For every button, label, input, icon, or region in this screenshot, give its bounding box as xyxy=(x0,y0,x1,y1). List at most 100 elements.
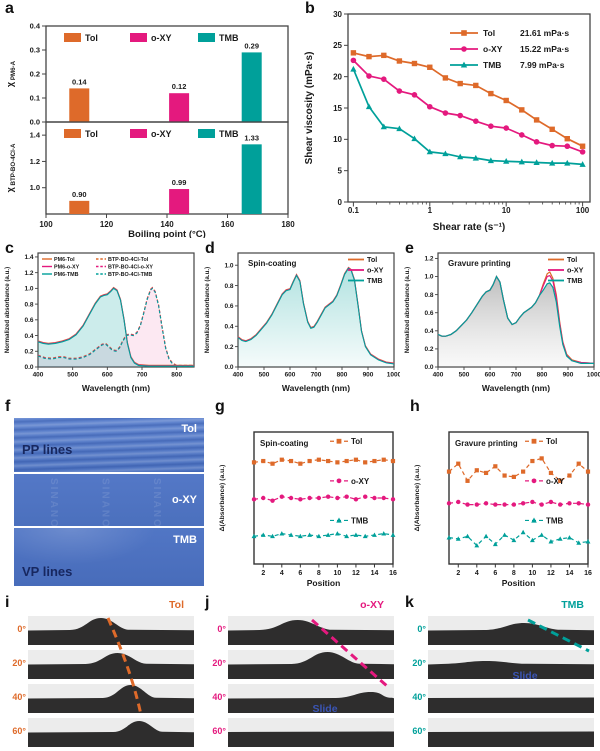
svg-text:0.2: 0.2 xyxy=(24,348,33,355)
svg-text:6: 6 xyxy=(493,570,497,577)
legend-BTP-BO-4Cl-TMB: BTP-BO-4Cl-TMB xyxy=(108,272,152,278)
curve-tmb xyxy=(37,287,194,367)
droplet-silhouette xyxy=(228,731,394,747)
legend-BTP-BO-4Cl-o-XY: BTP-BO-4Cl-o-XY xyxy=(108,265,153,271)
svg-text:o-XY: o-XY xyxy=(483,44,503,54)
annotation-h: Gravure printing xyxy=(455,439,518,448)
svg-text:0.2: 0.2 xyxy=(30,70,40,79)
svg-text:16: 16 xyxy=(389,570,397,577)
legend-swatch-o-XY xyxy=(130,33,147,42)
svg-text:o-XY: o-XY xyxy=(351,477,370,486)
svg-text:1.0: 1.0 xyxy=(424,274,433,281)
droplet-photo-k-60° xyxy=(428,718,594,747)
boiling-point-bar-chart: 0.0 0.1 0.2 0.3 0.4 Tol o-XY TMB 0.14 0.12 0.29 χ P… xyxy=(5,22,295,239)
annotation-g: Spin-coating xyxy=(260,439,309,448)
svg-text:0.0: 0.0 xyxy=(224,364,233,371)
spin-coating-spectra-chart: 400 500 600 700 800 900 1000 0.0 0.2 0.4 0.6 0.8 1.0… xyxy=(204,252,400,393)
svg-text:500: 500 xyxy=(67,372,78,379)
svg-text:30: 30 xyxy=(333,10,342,19)
bar-Tol xyxy=(69,200,90,214)
legend-o-XY: o-XY xyxy=(367,266,384,275)
svg-text:0.1: 0.1 xyxy=(348,206,360,215)
panel-e-gravure-spectra: e 400 500 600 700 800 900 1000 0.0 0.2 0.4 0.6 0.8 1… xyxy=(400,240,600,398)
bar-value-TMB: 0.29 xyxy=(244,41,259,50)
svg-text:1: 1 xyxy=(428,206,433,215)
legend-Tol: Tol xyxy=(525,437,557,446)
svg-text:20: 20 xyxy=(333,72,342,81)
legend-o-XY: o-XY xyxy=(525,477,565,486)
legend-TMB: TMB xyxy=(525,516,564,525)
legend-Tol: Tol xyxy=(367,255,377,264)
svg-text:1.0: 1.0 xyxy=(224,262,233,269)
svg-text:Tol: Tol xyxy=(351,437,362,446)
svg-text:0.4: 0.4 xyxy=(30,22,41,31)
curves-spin-coating xyxy=(237,266,395,365)
droplet-silhouette xyxy=(428,731,594,747)
svg-text:1.2: 1.2 xyxy=(424,256,433,263)
svg-text:0.6: 0.6 xyxy=(24,317,33,324)
svg-text:1.2: 1.2 xyxy=(30,157,40,166)
watermark-text: SINANO xyxy=(99,478,111,529)
gravure-printing-spectra-chart: 400 500 600 700 800 900 1000 0.0 0.2 0.4 0.6 0.8 1.0… xyxy=(404,252,600,393)
svg-text:8: 8 xyxy=(512,570,516,577)
svg-text:1.4: 1.4 xyxy=(30,131,41,140)
svg-text:25: 25 xyxy=(333,41,342,50)
svg-text:0.6: 0.6 xyxy=(224,303,233,310)
ylabel-absorbance: Normalized absorbance (a.u.) xyxy=(4,267,11,353)
series-Tol xyxy=(251,457,396,466)
series-o-XY xyxy=(350,57,586,155)
svg-text:o-XY: o-XY xyxy=(546,477,565,486)
panel-h-gravure-uniformity: h 2 4 6 8 10 12 14 16 Tol o-XY TMB Gravure printing… xyxy=(405,398,600,594)
legend-swatch-Tol xyxy=(64,129,81,138)
xlabel-position: Position xyxy=(502,578,536,588)
legend-TMB: TMB xyxy=(367,276,383,285)
shear-viscosity-line-chart: 0 5 10 15 20 25 30 0.1 1 10 100 Tol 21.61 mPa·s o-XY 1… xyxy=(304,10,591,233)
panel-j-tilt-oxy: j o-XY 0° 20° 40° 60° Slide xyxy=(200,594,400,751)
svg-text:4: 4 xyxy=(280,570,284,577)
svg-text:0.4: 0.4 xyxy=(24,333,33,340)
panel-k-tilt-tmb: k TMB 0° 20° 40° 60° Slide xyxy=(400,594,600,751)
fill-spectrum xyxy=(438,276,594,367)
svg-text:0.2: 0.2 xyxy=(424,346,433,353)
tilt-angle-label-j-1: 20° xyxy=(212,658,226,668)
bar-Tol xyxy=(69,88,90,122)
xlabel-wavelength: Wavelength (nm) xyxy=(482,383,550,393)
series-o-XY xyxy=(251,494,396,503)
panel-letter-h: h xyxy=(410,398,420,415)
tilt-angle-label-i-1: 20° xyxy=(12,658,26,668)
legend-BTP-BO-4Cl-Tol: BTP-BO-4Cl-Tol xyxy=(108,257,149,263)
svg-text:2: 2 xyxy=(456,570,460,577)
bar-o-XY xyxy=(169,93,190,122)
tilt-angle-label-j-3: 60° xyxy=(212,726,226,736)
svg-text:10: 10 xyxy=(502,206,511,215)
svg-text:0.8: 0.8 xyxy=(24,301,33,308)
legend-TMB: TMB xyxy=(330,516,369,525)
svg-text:180: 180 xyxy=(281,220,295,229)
xlabel-position: Position xyxy=(307,578,341,588)
series-Tol xyxy=(350,50,586,149)
legend-Tol: Tol xyxy=(330,437,362,446)
svg-text:0.1: 0.1 xyxy=(30,94,40,103)
tilt-angle-label-i-3: 60° xyxy=(12,726,26,736)
legend-label-TMB: TMB xyxy=(219,129,239,139)
tilt-angle-label-j-2: 40° xyxy=(212,692,226,702)
legend-label-o-XY: o-XY xyxy=(151,33,172,43)
svg-text:700: 700 xyxy=(511,372,522,379)
legend-swatch-o-XY xyxy=(130,129,147,138)
panel-letter-j: j xyxy=(205,594,210,611)
legend-swatch-Tol xyxy=(64,33,81,42)
tilt-angle-label-k-2: 40° xyxy=(412,692,426,702)
legend-TMB: TMB 7.99 mPa·s xyxy=(450,60,565,70)
tilt-title-Tol: Tol xyxy=(169,599,184,611)
svg-text:5: 5 xyxy=(338,166,343,175)
annotation-spin-coating: Spin-coating xyxy=(248,259,297,268)
svg-text:900: 900 xyxy=(363,372,374,379)
svg-text:600: 600 xyxy=(102,372,113,379)
series-o-XY xyxy=(446,499,591,507)
droplet-silhouette xyxy=(428,661,594,679)
svg-text:800: 800 xyxy=(171,372,182,379)
droplet-photo-j-40° xyxy=(228,684,394,713)
droplet-photo-j-0° xyxy=(228,616,394,645)
fill-spectrum xyxy=(238,268,394,367)
solvent-label-oxy: o-XY xyxy=(171,494,197,506)
